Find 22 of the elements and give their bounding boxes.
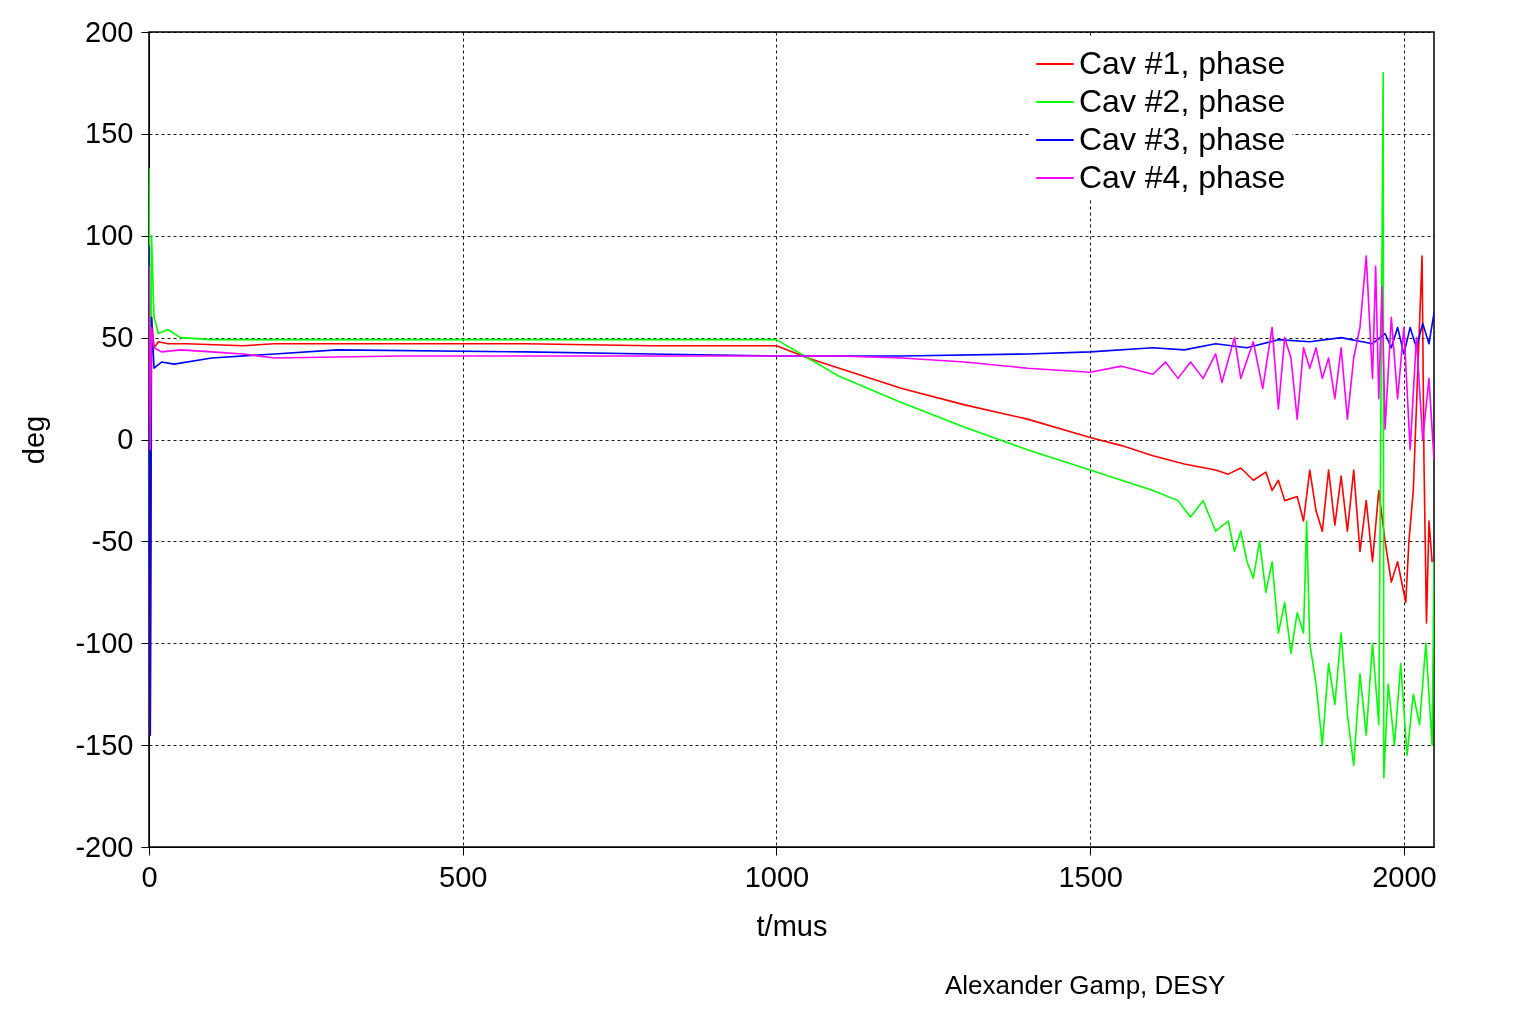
- y-axis-title: deg: [18, 415, 51, 465]
- legend-label: Cav #2, phase: [1079, 83, 1286, 119]
- legend-label: Cav #4, phase: [1079, 159, 1286, 195]
- x-tick-label: 0: [141, 860, 158, 893]
- y-tick-label: -200: [75, 830, 134, 863]
- y-tick-label: 200: [85, 15, 134, 48]
- y-tick-label: -100: [75, 626, 134, 659]
- text: Alexander Gamp, DESY: [945, 970, 1226, 1001]
- x-tick-label: 1500: [1058, 860, 1123, 893]
- x-tick-label: 500: [439, 860, 488, 893]
- x-tick-label: 2000: [1372, 860, 1437, 893]
- legend-label: Cav #1, phase: [1079, 45, 1286, 81]
- line-series: [149, 255, 1434, 461]
- legend-label: Cav #3, phase: [1079, 121, 1286, 157]
- x-tick-label: 1000: [744, 860, 810, 893]
- y-tick-label: -50: [91, 524, 134, 557]
- y-tick-label: 0: [117, 423, 134, 455]
- y-tick-label: -150: [75, 728, 134, 761]
- y-tick-label: 50: [101, 321, 134, 354]
- y-tick-label: 150: [85, 117, 134, 150]
- x-axis-title: t/mus: [756, 909, 828, 942]
- y-tick-label: 100: [85, 219, 134, 252]
